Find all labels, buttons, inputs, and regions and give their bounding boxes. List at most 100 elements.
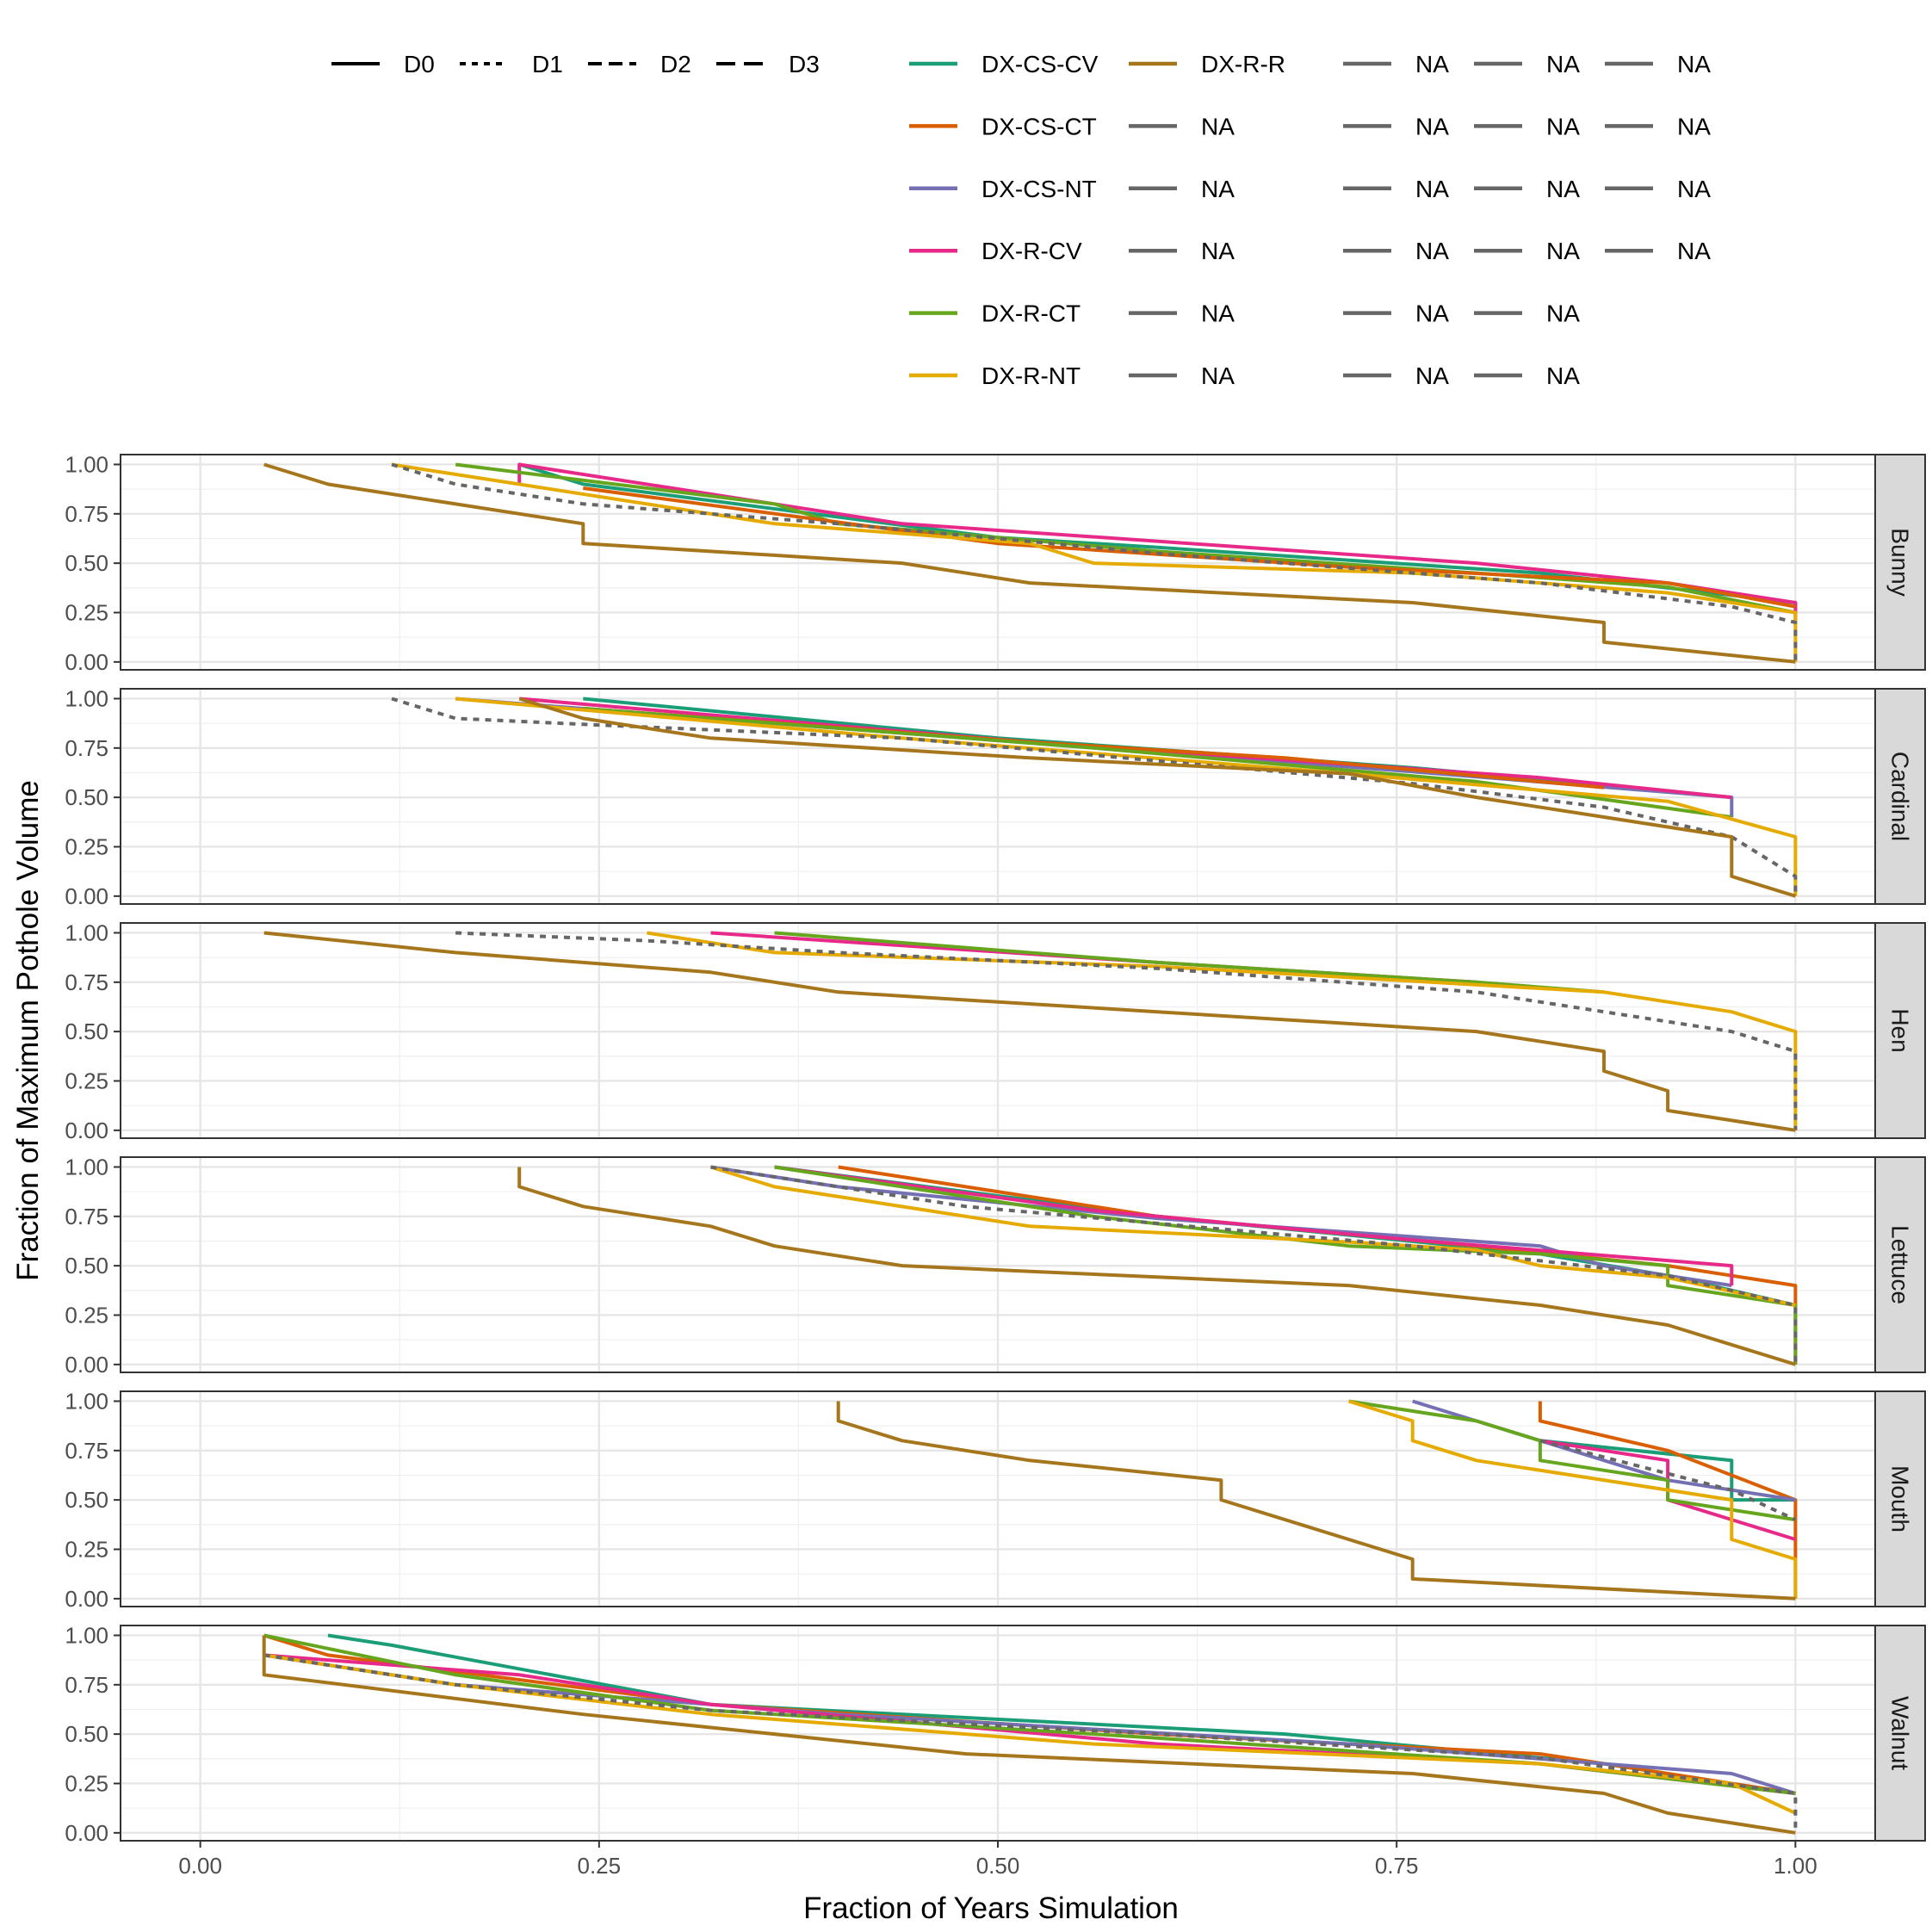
- y-tick-label: 0.25: [65, 1068, 108, 1093]
- color-label: NA: [1677, 51, 1711, 77]
- color-label: NA: [1415, 238, 1449, 264]
- y-tick-label: 0.75: [65, 969, 108, 995]
- facet-strip: [1874, 454, 1926, 671]
- series-line-dx-r-ct: [583, 706, 1732, 820]
- y-tick-label: 0.25: [65, 833, 108, 859]
- y-tick-label: 0.00: [65, 1352, 108, 1378]
- facet-panel-hen: 0.00 0.25 0.50 0.75 1.00 Hen: [65, 920, 1926, 1143]
- series-line-na: [391, 462, 1798, 662]
- linetype-label: D1: [532, 51, 563, 77]
- series-line-dx-r-ct: [1348, 1399, 1796, 1522]
- facet-strip: [1874, 922, 1926, 1139]
- y-tick-label: 0.25: [65, 1536, 108, 1562]
- facet-panel-cardinal: 0.00 0.25 0.50 0.75 1.00 Cardinal: [65, 685, 1926, 909]
- facet-strip-label: Lettuce: [1887, 1225, 1914, 1304]
- series-line-na: [391, 697, 1798, 896]
- color-legend: DX-CS-CV DX-R-R NA NA NA DX-CS-CT NA NA NA NA DX-C…: [909, 51, 1711, 389]
- x-axis-label: Fraction of Years Simulation: [803, 1892, 1179, 1925]
- linetype-label: D2: [660, 51, 691, 77]
- series-line-dx-cs-ct: [263, 1633, 1796, 1795]
- series-line-dx-r-cv: [517, 462, 1798, 622]
- y-tick-label: 1.00: [65, 1388, 108, 1414]
- series-line-dx-r-cv: [774, 1165, 1734, 1286]
- y-tick-label: 0.50: [65, 550, 108, 576]
- y-tick-label: 0.00: [65, 883, 108, 909]
- y-tick-label: 0.50: [65, 784, 108, 810]
- color-label: DX-CS-CT: [981, 113, 1097, 139]
- x-tick-label: 1.00: [1774, 1853, 1817, 1879]
- color-label: NA: [1546, 362, 1580, 389]
- series-line-dx-r-nt: [455, 697, 1798, 896]
- linetype-legend: D0 D1 D2 D3: [331, 51, 820, 77]
- facet-strip-label: Walnut: [1887, 1696, 1914, 1770]
- y-tick-label: 0.75: [65, 1204, 108, 1229]
- facet-panels: 0.00 0.25 0.50 0.75 1.00 Bunny 0.00 0.25 0.50 0.7…: [65, 451, 1926, 1846]
- series-line-dx-cs-cv: [1539, 1439, 1796, 1502]
- color-label: DX-R-R: [1201, 51, 1285, 77]
- facet-strip-label: Cardinal: [1887, 752, 1914, 841]
- x-tick-label: 0.50: [976, 1853, 1020, 1879]
- series-line-dx-r-r: [517, 1167, 1796, 1366]
- y-tick-label: 0.50: [65, 1253, 108, 1279]
- facet-panel-lettuce: 0.00 0.25 0.50 0.75 1.00 Lettuce: [65, 1154, 1926, 1378]
- x-axis: 0.00 0.25 0.50 0.75 1.00: [178, 1841, 1817, 1879]
- y-tick-label: 0.25: [65, 1770, 108, 1796]
- color-label: NA: [1415, 176, 1449, 202]
- color-label: DX-CS-NT: [981, 176, 1097, 202]
- y-tick-label: 0.75: [65, 1672, 108, 1698]
- y-tick-label: 0.00: [65, 649, 108, 675]
- color-label: NA: [1201, 362, 1235, 389]
- color-label: NA: [1415, 113, 1449, 139]
- series-line-dx-r-r: [518, 697, 1796, 898]
- y-tick-label: 0.75: [65, 1438, 108, 1464]
- x-tick-label: 0.75: [1375, 1853, 1419, 1879]
- series-line-dx-r-cv: [519, 697, 1732, 800]
- series-line-na: [1539, 1439, 1797, 1521]
- y-tick-label: 1.00: [65, 1154, 108, 1180]
- y-tick-label: 0.00: [65, 1118, 108, 1143]
- facet-strip: [1874, 1390, 1926, 1607]
- series-line-dx-cs-ct: [1538, 1401, 1798, 1599]
- color-label: NA: [1201, 300, 1235, 327]
- linetype-label: D3: [789, 51, 820, 77]
- color-label: DX-R-CT: [981, 300, 1081, 327]
- y-tick-label: 0.50: [65, 1019, 108, 1044]
- series-line-dx-r-ct: [263, 1633, 1796, 1795]
- color-label: NA: [1546, 300, 1580, 327]
- color-label: NA: [1546, 176, 1580, 202]
- facet-panel-walnut: 0.00 0.25 0.50 0.75 1.00 Walnut: [65, 1622, 1926, 1846]
- color-label: DX-R-CV: [981, 238, 1082, 264]
- color-label: NA: [1546, 238, 1580, 264]
- color-label: NA: [1415, 51, 1449, 77]
- y-tick-label: 0.75: [65, 501, 108, 527]
- facet-strip: [1874, 688, 1926, 905]
- y-tick-label: 0.25: [65, 1302, 108, 1328]
- color-label: NA: [1201, 113, 1235, 139]
- x-tick-label: 0.25: [578, 1853, 622, 1879]
- series-line-dx-r-r: [836, 1401, 1796, 1601]
- facet-panel-mouth: 0.00 0.25 0.50 0.75 1.00 Mouth: [65, 1388, 1926, 1612]
- series-line-dx-r-r: [263, 931, 1796, 1132]
- color-label: NA: [1415, 300, 1449, 327]
- y-tick-label: 1.00: [65, 1622, 108, 1648]
- y-tick-label: 1.00: [65, 451, 108, 477]
- series-line-dx-r-nt: [709, 1165, 1796, 1307]
- series-line-dx-r-ct: [455, 462, 1796, 615]
- y-tick-label: 0.00: [65, 1586, 108, 1612]
- color-label: DX-CS-CV: [981, 51, 1099, 77]
- series-line-dx-r-r: [263, 462, 1796, 664]
- y-axis-label: Fraction of Maximum Pothole Volume: [11, 780, 45, 1281]
- facet-panel-bunny: 0.00 0.25 0.50 0.75 1.00 Bunny: [65, 451, 1926, 675]
- facet-strip-label: Bunny: [1887, 528, 1914, 596]
- color-label: NA: [1677, 113, 1711, 139]
- y-tick-label: 0.75: [65, 735, 108, 761]
- color-label: NA: [1546, 51, 1580, 77]
- series-line-na: [455, 931, 1798, 1130]
- y-tick-label: 1.00: [65, 685, 108, 711]
- color-label: NA: [1201, 176, 1235, 202]
- y-tick-label: 1.00: [65, 920, 108, 945]
- y-tick-label: 0.00: [65, 1820, 108, 1846]
- series-line-dx-r-nt: [647, 931, 1798, 1130]
- series-line-na: [263, 1653, 1798, 1833]
